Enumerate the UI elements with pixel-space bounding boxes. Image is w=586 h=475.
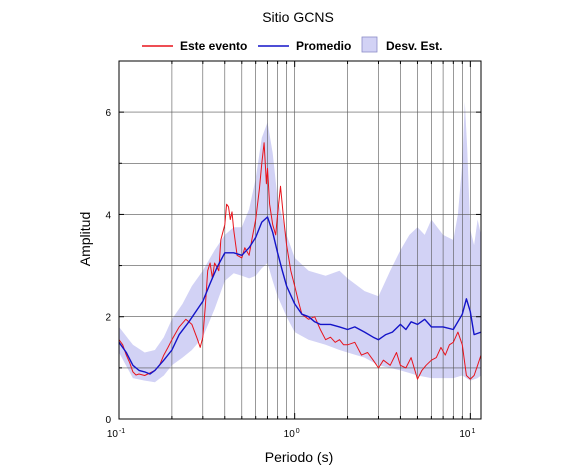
x-tick-label: 10-1	[107, 428, 125, 440]
y-tick-label: 2	[105, 313, 111, 324]
plot-frame	[118, 60, 482, 420]
legend-label-este-evento: Este evento	[180, 39, 247, 53]
grid-layer	[119, 61, 481, 419]
series-line-promedio	[119, 216, 481, 375]
y-axis-label: Amplitud	[77, 212, 93, 266]
std-dev-band-layer	[119, 101, 481, 383]
legend-label-desv-est: Desv. Est.	[386, 39, 442, 53]
y-tick-label: 0	[105, 415, 111, 426]
series-line-este-evento	[119, 142, 481, 380]
chart-title: Sitio GCNS	[262, 9, 334, 25]
legend-label-promedio: Promedio	[296, 39, 351, 53]
x-tick-label: 101	[459, 428, 475, 440]
x-axis-label: Periodo (s)	[265, 449, 333, 465]
std-dev-band	[119, 101, 481, 383]
y-tick-label: 6	[105, 108, 111, 119]
x-tick-label: 100	[284, 428, 300, 440]
y-tick-label: 4	[105, 210, 111, 221]
legend: Este evento Promedio Desv. Est.	[142, 36, 442, 53]
legend-swatch-desv-est	[361, 36, 378, 53]
series-layer	[119, 142, 481, 380]
